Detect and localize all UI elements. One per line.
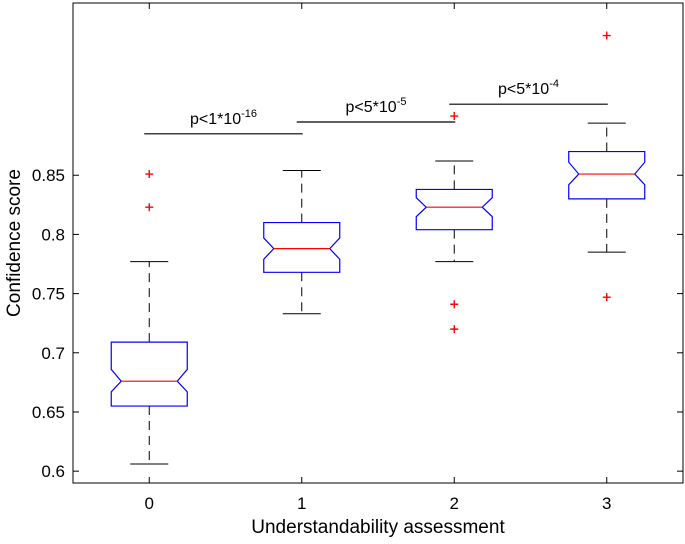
- p-value-label: p<5*10-4: [498, 78, 559, 98]
- outlier-point: [450, 325, 459, 334]
- box-0: [110, 170, 188, 465]
- outlier-point: [145, 170, 154, 179]
- p-value-exponent: -4: [549, 78, 559, 90]
- p-value-exponent: -5: [397, 96, 407, 108]
- outlier-point: [602, 293, 611, 302]
- significance-1-2: p<5*10-5: [296, 96, 456, 123]
- p-value-base: p<5*10: [346, 99, 397, 116]
- y-tick-label: 0.75: [32, 285, 65, 304]
- p-value-exponent: -16: [241, 108, 257, 120]
- notched-box: [110, 341, 188, 407]
- x-tick-label: 3: [602, 494, 611, 513]
- outlier-point: [450, 300, 459, 309]
- p-value-base: p<1*10: [190, 111, 241, 128]
- y-axis-title: Confidence score: [4, 169, 25, 317]
- y-tick-label: 0.8: [41, 225, 65, 244]
- y-tick-label: 0.6: [41, 462, 65, 481]
- box-1: [263, 169, 341, 315]
- significance-annotations: p<1*10-16 p<5*10-5p<5*10-4: [144, 78, 608, 135]
- x-tick-label: 2: [450, 494, 459, 513]
- notched-box: [415, 188, 493, 231]
- outlier-point: [450, 112, 459, 121]
- p-value-label: p<1*10-16: [190, 108, 257, 128]
- y-axis: 0.6 0.65 0.7 0.75 0.8 0.85: [32, 166, 683, 481]
- p-value-base: p<5*10: [498, 81, 549, 98]
- outlier-point: [145, 203, 154, 212]
- y-tick-label: 0.65: [32, 403, 65, 422]
- box-2: [415, 112, 493, 334]
- plot-frame: [72, 2, 684, 484]
- significance-0-1: p<1*10-16: [144, 108, 303, 135]
- x-tick-label: 0: [145, 494, 154, 513]
- outlier-point: [602, 31, 611, 40]
- x-axis: 0 1 2 3: [145, 3, 611, 513]
- p-value-label: p<5*10-5: [346, 96, 407, 116]
- significance-2-3: p<5*10-4: [449, 78, 608, 105]
- y-tick-label: 0.7: [41, 344, 65, 363]
- notched-box: [263, 221, 341, 273]
- x-tick-label: 1: [297, 494, 306, 513]
- y-tick-label: 0.85: [32, 166, 65, 185]
- box-3: [568, 31, 646, 302]
- x-axis-title: Understandability assessment: [251, 517, 505, 538]
- boxes-layer: [110, 31, 646, 465]
- notched-box: [568, 150, 646, 200]
